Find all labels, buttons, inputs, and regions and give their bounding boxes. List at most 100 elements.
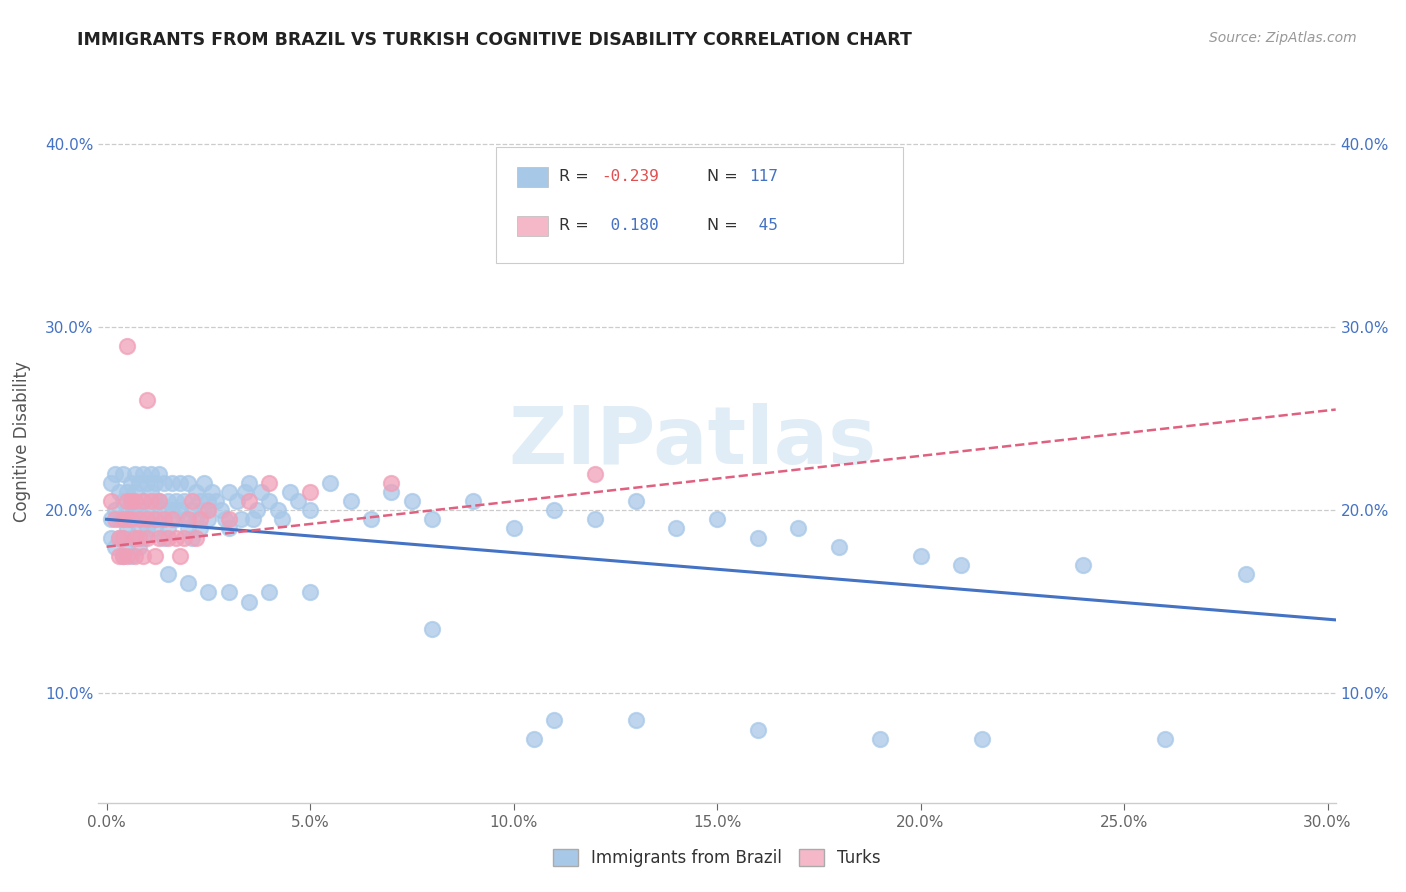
Point [266,503,288,517]
Point [104,512,127,526]
Point [420,622,443,636]
Point [107,512,129,526]
Point [104,540,127,554]
Point [184,484,207,499]
Point [128,540,150,554]
Point [246,503,269,517]
Point [141,512,163,526]
Point [160,512,183,526]
Point [141,467,163,481]
Point [115,338,138,352]
Point [120,494,142,508]
Point [523,731,546,746]
Point [380,484,402,499]
Point [214,512,236,526]
Point [181,494,204,508]
Text: 117: 117 [748,169,778,184]
Point [115,484,138,499]
Point [209,503,232,517]
Point [132,494,155,508]
Point [152,503,174,517]
Text: IMMIGRANTS FROM BRAZIL VS TURKISH COGNITIVE DISABILITY CORRELATION CHART: IMMIGRANTS FROM BRAZIL VS TURKISH COGNIT… [77,31,912,49]
Point [238,594,260,608]
Point [218,512,240,526]
Text: R =: R = [560,169,589,184]
Point [111,512,134,526]
Point [201,484,224,499]
Point [156,494,179,508]
Point [238,494,260,508]
Text: R =: R = [560,218,589,233]
Point [156,531,179,545]
Point [115,521,138,535]
Point [104,503,127,517]
Point [177,475,200,490]
Point [259,475,281,490]
Point [1153,731,1175,746]
Point [380,475,402,490]
Point [132,467,155,481]
Point [115,549,138,563]
Point [583,512,606,526]
Point [188,521,211,535]
Point [148,494,170,508]
Point [583,467,606,481]
Point [169,549,191,563]
Point [360,512,382,526]
Point [120,549,142,563]
Point [111,549,134,563]
Point [193,475,215,490]
Point [111,512,134,526]
Point [270,512,292,526]
Point [181,503,204,517]
Point [124,503,146,517]
Point [169,503,191,517]
Point [218,484,240,499]
Point [100,494,122,508]
Point [128,475,150,490]
Point [148,467,170,481]
Point [156,521,179,535]
Point [665,521,688,535]
Point [950,558,973,572]
Point [120,512,142,526]
Point [136,531,159,545]
Point [100,531,122,545]
Text: -0.239: -0.239 [602,169,659,184]
Point [152,475,174,490]
Point [145,494,167,508]
Point [299,585,322,599]
Point [173,494,195,508]
Point [111,531,134,545]
Point [124,484,146,499]
Point [747,723,769,737]
Point [259,494,281,508]
Point [145,549,167,563]
Point [624,714,647,728]
Point [145,475,167,490]
Point [319,475,342,490]
Text: Source: ZipAtlas.com: Source: ZipAtlas.com [1209,31,1357,45]
Point [543,503,565,517]
Point [115,512,138,526]
Point [238,475,260,490]
Point [104,467,127,481]
Point [299,503,322,517]
Point [205,494,228,508]
Text: N =: N = [706,218,737,233]
Point [278,484,301,499]
Point [184,512,207,526]
Point [124,494,146,508]
Point [111,531,134,545]
Point [111,549,134,563]
Point [181,531,204,545]
Point [197,585,219,599]
Point [420,512,443,526]
Point [1234,567,1257,582]
Point [299,484,322,499]
Point [165,512,187,526]
Point [160,475,183,490]
Point [141,494,163,508]
Point [970,731,993,746]
Legend: Immigrants from Brazil, Turks: Immigrants from Brazil, Turks [547,842,887,874]
